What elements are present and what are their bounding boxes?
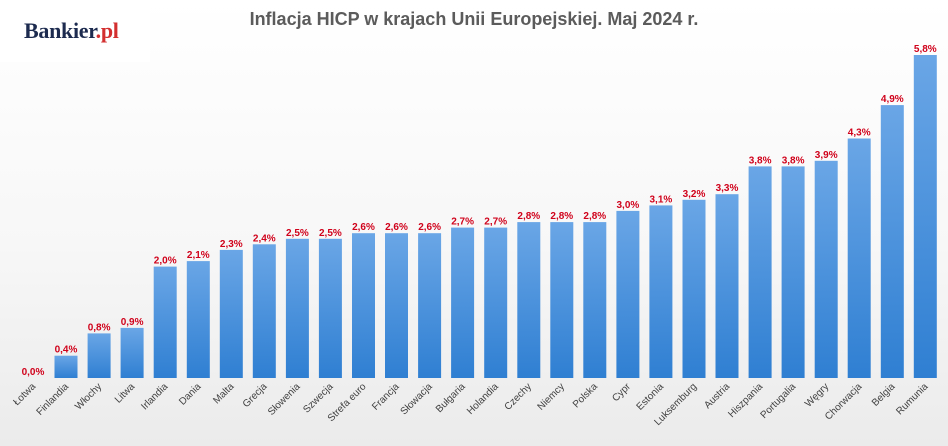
value-label-24: 3,9%: [815, 150, 838, 161]
brand-name: Bankier.pl: [24, 18, 119, 43]
category-label-19: Estonia: [635, 381, 667, 413]
bar-16: [550, 222, 574, 378]
category-label-26: Belgia: [870, 381, 898, 409]
bar-11: [385, 233, 408, 378]
value-label-4: 2,0%: [154, 256, 177, 267]
category-label-2: Włochy: [73, 381, 104, 412]
category-label-27: Rumunia: [894, 381, 930, 417]
bar-14: [484, 227, 508, 378]
category-label-18: Cypr: [610, 381, 633, 404]
value-label-23: 3,8%: [782, 155, 805, 166]
brand-logo: Bankier.pl: [0, 0, 150, 62]
value-label-13: 2,7%: [451, 217, 474, 228]
value-label-11: 2,6%: [385, 222, 408, 233]
bar-24: [814, 160, 838, 378]
bar-26: [880, 105, 904, 378]
value-label-21: 3,3%: [716, 183, 739, 194]
bar-12: [418, 233, 442, 378]
bar-25: [847, 138, 871, 378]
value-label-26: 4,9%: [881, 94, 904, 105]
category-label-7: Grecja: [241, 381, 270, 410]
category-label-16: Niemcy: [536, 381, 567, 412]
category-label-5: Dania: [177, 381, 204, 408]
category-label-3: Litwa: [113, 381, 138, 406]
category-label-14: Holandia: [465, 381, 501, 417]
value-label-25: 4,3%: [848, 128, 871, 139]
category-label-6: Malta: [211, 381, 236, 406]
bar-23: [781, 166, 805, 378]
value-label-9: 2,5%: [319, 228, 342, 239]
value-label-2: 0,8%: [88, 322, 111, 333]
bar-4: [153, 266, 177, 378]
category-label-21: Austria: [702, 381, 732, 411]
value-label-1: 0,4%: [55, 345, 78, 356]
category-label-15: Czechy: [503, 381, 534, 412]
value-labels-group: 0,0% 0,4% 0,8% 0,9% 2,0% 2,1% 2,3% 2,4% 2,5% 2,5%…: [22, 44, 937, 378]
brand-suffix: .pl: [95, 18, 119, 43]
bar-10: [352, 233, 375, 378]
category-label-11: Francja: [370, 381, 402, 413]
value-label-22: 3,8%: [749, 155, 772, 166]
bar-22: [748, 166, 772, 378]
category-label-17: Polska: [571, 381, 600, 410]
category-label-23: Portugalia: [759, 381, 799, 421]
bar-20: [682, 199, 706, 378]
value-label-7: 2,4%: [253, 233, 276, 244]
bar-17: [583, 222, 607, 378]
value-label-14: 2,7%: [484, 217, 507, 228]
bar-6: [219, 249, 243, 378]
bar-5: [186, 261, 210, 378]
category-label-4: Irlandia: [139, 381, 170, 412]
value-label-16: 2,8%: [550, 211, 573, 222]
value-label-10: 2,6%: [352, 222, 375, 233]
bar-9: [318, 238, 342, 378]
bar-19: [649, 205, 673, 378]
bar-8: [285, 238, 309, 378]
category-label-12: Słowacja: [399, 381, 435, 417]
category-label-0: Łotwa: [11, 381, 38, 408]
value-label-17: 2,8%: [583, 211, 606, 222]
bar-7: [252, 244, 276, 378]
value-label-12: 2,6%: [418, 222, 441, 233]
bar-3: [120, 327, 144, 378]
value-label-15: 2,8%: [517, 211, 540, 222]
bar-2: [87, 333, 111, 378]
value-label-27: 5,8%: [914, 44, 937, 55]
value-label-0: 0,0%: [22, 367, 45, 378]
category-label-8: Słowenia: [266, 381, 303, 418]
bar-13: [451, 227, 475, 378]
bars-group: [54, 55, 937, 378]
category-label-24: Węgry: [803, 381, 831, 409]
value-label-20: 3,2%: [683, 189, 706, 200]
bar-1: [54, 355, 78, 378]
value-label-18: 3,0%: [617, 200, 640, 211]
value-label-5: 2,1%: [187, 250, 210, 261]
value-label-6: 2,3%: [220, 239, 243, 250]
category-label-13: Bułgaria: [434, 381, 468, 415]
value-label-19: 3,1%: [650, 194, 673, 205]
bar-21: [715, 194, 739, 378]
bar-15: [517, 222, 541, 378]
value-label-8: 2,5%: [286, 228, 309, 239]
value-label-3: 0,9%: [121, 317, 144, 328]
bar-27: [913, 55, 937, 378]
bar-18: [616, 210, 640, 378]
category-label-1: Finlandia: [35, 381, 72, 418]
chart-title: Inflacja HICP w krajach Unii Europejskie…: [249, 9, 699, 29]
